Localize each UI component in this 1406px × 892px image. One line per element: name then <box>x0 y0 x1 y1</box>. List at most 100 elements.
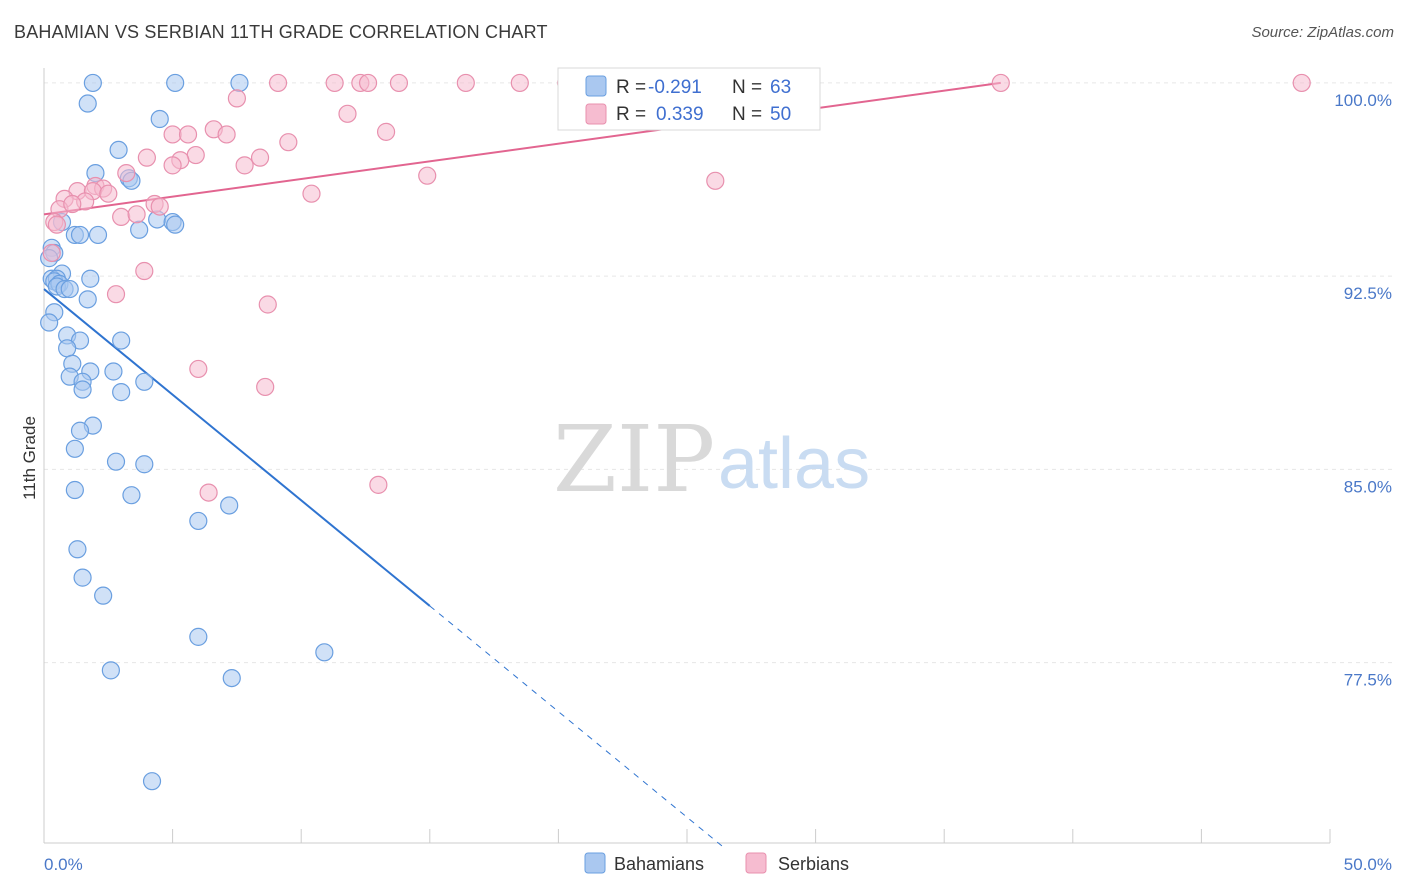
trend-lines <box>43 81 1001 850</box>
bahamian-point-29 <box>78 290 97 309</box>
serbian-point-9 <box>1292 73 1311 93</box>
serbian-point-40 <box>127 205 146 224</box>
trend-line-bahamians <box>43 288 431 607</box>
y-tick-label-1: 85.0% <box>1344 477 1392 496</box>
bahamian-point-12 <box>166 215 185 234</box>
x-tick-label-min: 0.0% <box>44 855 83 874</box>
serbian-point-26 <box>706 171 725 190</box>
bahamian-point-15 <box>70 225 90 245</box>
legend-swatch-serbians <box>585 103 607 125</box>
trend-line-bahamians-extension <box>429 605 726 850</box>
serbian-point-43 <box>42 243 61 263</box>
serbian-point-18 <box>186 145 205 165</box>
bahamian-point-49 <box>65 480 84 500</box>
bahamian-point-50 <box>122 486 141 505</box>
bottom-legend-swatch-serbians <box>745 852 767 874</box>
serbian-point-46 <box>258 295 277 314</box>
bahamian-point-0 <box>83 73 102 93</box>
serbian-point-44 <box>135 261 154 281</box>
bahamian-point-58 <box>101 661 120 680</box>
bahamian-point-5 <box>109 140 128 160</box>
serbian-point-31 <box>99 184 118 203</box>
legend-swatch-bahamians <box>585 75 607 97</box>
legend-n-label-1: N = <box>732 77 762 98</box>
bottom-legend-bahamians: Bahamians <box>614 854 704 874</box>
bahamian-point-55 <box>94 586 113 605</box>
serbian-point-50 <box>369 475 388 494</box>
serbian-point-15 <box>217 125 236 144</box>
bahamian-point-48 <box>135 455 154 474</box>
bahamian-point-31 <box>40 313 59 332</box>
y-tick-label-2: 92.5% <box>1344 284 1392 303</box>
serbian-point-3 <box>358 73 378 93</box>
serbian-point-23 <box>235 156 254 175</box>
svg-text:atlas: atlas <box>718 424 870 504</box>
bahamian-point-60 <box>142 772 162 791</box>
serbian-point-25 <box>418 166 437 185</box>
bahamian-point-16 <box>88 225 108 245</box>
y-axis-label: 11th Grade <box>20 416 39 500</box>
serbian-point-1 <box>325 73 344 93</box>
bahamian-point-4 <box>150 109 169 129</box>
bahamian-point-35 <box>58 339 77 358</box>
x-tick-label-max: 50.0% <box>1344 855 1392 874</box>
serbian-point-48 <box>256 377 275 397</box>
bahamian-point-54 <box>73 568 92 587</box>
legend-r-label-1: R = <box>616 77 646 98</box>
serbian-point-16 <box>376 122 396 141</box>
data-points <box>40 73 1311 791</box>
legend-n-label-2: N = <box>732 104 762 125</box>
serbian-point-13 <box>163 125 182 144</box>
serbian-point-4 <box>389 73 409 93</box>
bottom-legend-swatch-bahamians <box>584 852 606 874</box>
chart-title: BAHAMIAN VS SERBIAN 11TH GRADE CORRELATI… <box>14 22 548 42</box>
bahamian-point-47 <box>106 452 126 471</box>
bahamian-point-41 <box>135 372 154 391</box>
y-tick-label-0: 77.5% <box>1344 671 1392 690</box>
serbian-point-42 <box>47 215 66 234</box>
bahamian-point-53 <box>68 540 87 559</box>
gridlines <box>44 82 1392 664</box>
serbian-point-38 <box>63 194 82 214</box>
serbian-point-5 <box>456 73 475 93</box>
y-tick-label-3: 100.0% <box>1334 91 1392 110</box>
legend-r-value-1: -0.291 <box>648 77 702 98</box>
serbian-point-19 <box>137 148 156 167</box>
bahamian-point-43 <box>112 383 131 402</box>
chart-source: Source: ZipAtlas.com <box>1251 24 1394 41</box>
correlation-legend: R = -0.291 N = 63 R = 0.339 N = 50 <box>557 67 821 131</box>
bahamian-point-23 <box>81 269 100 288</box>
bahamian-point-46 <box>65 439 84 458</box>
serbian-point-49 <box>199 483 218 502</box>
bahamian-point-13 <box>130 220 149 239</box>
serbian-point-14 <box>178 125 198 144</box>
serbian-point-17 <box>279 133 298 152</box>
bahamian-point-56 <box>189 627 208 646</box>
series-legend: Bahamians Serbians <box>584 852 849 874</box>
bahamian-point-57 <box>315 643 334 662</box>
serbian-point-39 <box>112 207 131 226</box>
y-tick-labels: 77.5% 85.0% 92.5% 100.0% <box>1334 91 1392 690</box>
bahamian-point-45 <box>70 421 90 440</box>
serbian-point-21 <box>250 148 270 167</box>
bahamian-point-52 <box>189 511 208 531</box>
bahamian-point-42 <box>73 380 92 399</box>
serbian-point-37 <box>150 197 169 216</box>
legend-n-value-2: 50 <box>770 104 791 125</box>
legend-n-value-1: 63 <box>770 77 791 98</box>
svg-text:ZIP: ZIP <box>553 406 715 513</box>
axes <box>43 68 1331 844</box>
serbian-point-8 <box>991 73 1010 93</box>
serbian-point-47 <box>189 359 208 379</box>
serbian-point-22 <box>163 156 182 175</box>
bahamian-point-59 <box>222 669 241 688</box>
serbian-point-10 <box>227 89 246 108</box>
serbian-point-45 <box>106 285 126 304</box>
serbian-point-32 <box>302 184 321 203</box>
bahamian-point-2 <box>230 73 249 93</box>
bahamian-point-51 <box>220 496 239 515</box>
bottom-legend-serbians: Serbians <box>778 854 849 874</box>
watermark: ZIP atlas <box>553 406 870 513</box>
bahamian-point-28 <box>60 279 79 299</box>
